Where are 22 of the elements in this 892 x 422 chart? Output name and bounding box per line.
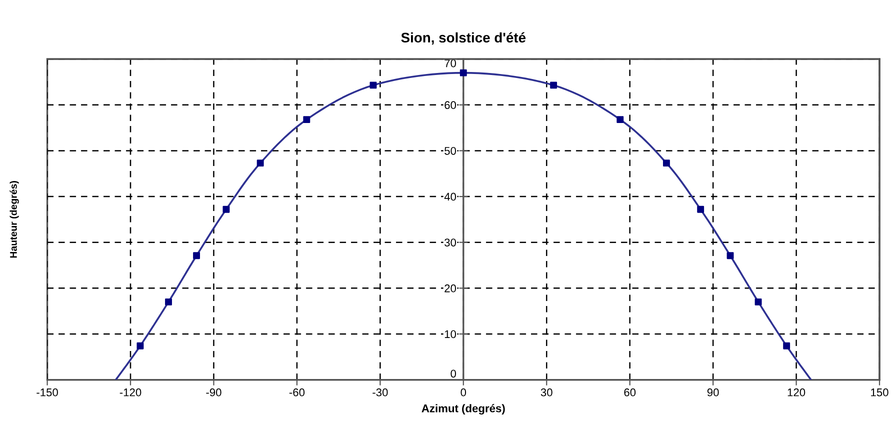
y-tick-label: 20	[444, 284, 456, 292]
x-tick-label: -30	[372, 388, 388, 396]
x-tick-label: 90	[707, 388, 719, 396]
y-tick-label: 0	[450, 370, 456, 378]
x-tick-label: 120	[788, 388, 806, 396]
x-tick-label: 30	[540, 388, 552, 396]
chart-title: Sion, solstice d'été	[401, 32, 526, 45]
x-tick-label: 0	[460, 388, 466, 396]
x-tick-label: 150	[871, 388, 888, 396]
y-tick-label: 10	[444, 330, 456, 338]
x-tick-label: -90	[206, 388, 222, 396]
x-axis-title: Azimut (degrés)	[422, 404, 505, 415]
y-tick-label: 60	[444, 101, 456, 110]
x-tick-label: -150	[36, 388, 58, 396]
y-tick-label: 70	[444, 59, 456, 68]
y-tick-label: 50	[444, 146, 456, 155]
x-tick-label: -60	[289, 388, 305, 396]
x-tick-label: 60	[624, 388, 636, 396]
x-tick-label: -120	[120, 388, 142, 396]
y-axis-title: Hauteur (degrés)	[10, 181, 19, 258]
y-tick-label: 30	[444, 238, 456, 246]
y-tick-label: 40	[444, 192, 456, 201]
